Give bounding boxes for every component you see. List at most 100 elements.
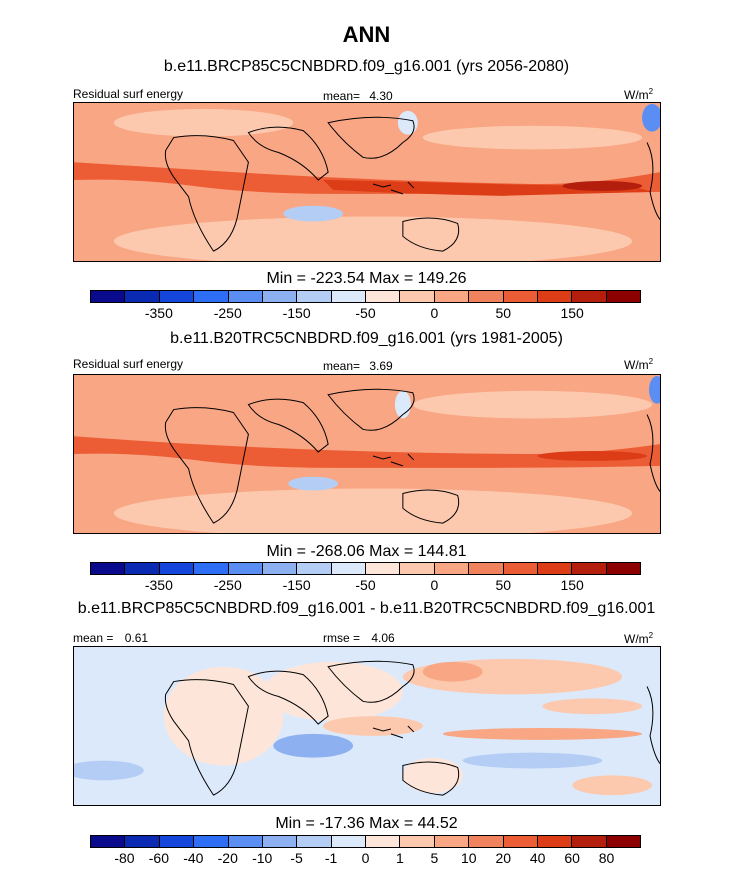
colorbar-cell	[434, 563, 470, 574]
panel2-mean-value: 3.69	[369, 359, 393, 373]
colorbar-cell	[194, 836, 229, 847]
panel3-mean-text: mean =	[73, 631, 114, 645]
colorbar-tick-label: -50	[355, 577, 376, 593]
colorbar-cell	[469, 563, 504, 574]
colorbar-cell	[297, 563, 332, 574]
colorbar-cell	[366, 563, 401, 574]
colorbar-cell	[469, 291, 504, 302]
colorbar-tick-label: -40	[183, 850, 204, 866]
colorbar-tick-label: -150	[282, 577, 311, 593]
panel1-mean-label: mean= 4.30	[323, 89, 393, 103]
colorbar-cell	[400, 291, 435, 302]
colorbar-cell	[228, 836, 263, 847]
panel2-min-max: Min = -268.06 Max = 144.81	[266, 543, 467, 560]
panel3-colorbar-ticks: -80 -60 -40 -20 -10 -5 -1 0 1 5 10 20 40 60 80	[90, 850, 641, 868]
panel1-units: W/m2	[624, 87, 654, 102]
colorbar-cell	[262, 291, 298, 302]
colorbar-tick-label: 150	[560, 305, 584, 321]
colorbar-cell	[91, 291, 126, 302]
panel2-left-label: Residual surf energy	[73, 357, 184, 371]
colorbar-tick-label: 1	[396, 850, 404, 866]
colorbar-cell	[366, 291, 401, 302]
colorbar-cell	[125, 291, 160, 302]
panel3-map	[73, 646, 661, 806]
colorbar-cell	[606, 563, 640, 574]
panel1-title: b.e11.BRCP85C5CNBDRD.f09_g16.001 (yrs 20…	[163, 58, 570, 75]
colorbar-cell	[331, 563, 366, 574]
colorbar-tick-label: 150	[560, 577, 584, 593]
panel1-colorbar	[90, 290, 641, 303]
figure-title: ANN	[342, 22, 391, 47]
colorbar-cell	[400, 836, 435, 847]
colorbar-cell	[503, 291, 538, 302]
colorbar-tick-label: -1	[324, 850, 338, 866]
panel2-title: b.e11.B20TRC5CNBDRD.f09_g16.001 (yrs 198…	[170, 330, 563, 347]
panel2-map	[73, 374, 661, 534]
colorbar-cell	[537, 291, 573, 302]
colorbar-cell	[125, 563, 160, 574]
panel3-rmse-label: rmse = 4.06	[323, 631, 395, 645]
colorbar-tick-label: 20	[495, 850, 512, 866]
panel3-title: b.e11.BRCP85C5CNBDRD.f09_g16.001 - b.e11…	[77, 600, 656, 617]
colorbar-cell	[366, 836, 401, 847]
colorbar-tick-label: 40	[529, 850, 546, 866]
colorbar-tick-label: 0	[430, 305, 439, 321]
world-map-contour-icon	[74, 375, 660, 533]
panel1-min-max: Min = -223.54 Max = 149.26	[266, 270, 467, 287]
colorbar-tick-label: 10	[461, 850, 477, 866]
colorbar-cell	[572, 563, 607, 574]
colorbar-cell	[537, 836, 573, 847]
colorbar-tick-label: 0	[430, 577, 439, 593]
colorbar-cell	[331, 836, 366, 847]
colorbar-cell	[297, 836, 332, 847]
panel2-mean-label: mean= 3.69	[323, 359, 393, 373]
colorbar-cell	[262, 563, 298, 574]
colorbar-tick-label: 80	[598, 850, 615, 866]
colorbar-cell	[194, 563, 229, 574]
colorbar-cell	[228, 563, 263, 574]
panel3-rmse-value: 4.06	[371, 631, 395, 645]
colorbar-tick-label: -60	[148, 850, 169, 866]
colorbar-cell	[194, 291, 229, 302]
colorbar-cell	[125, 836, 160, 847]
panel3-rmse-text: rmse =	[323, 631, 361, 645]
colorbar-tick-label: -350	[144, 577, 173, 593]
colorbar-cell	[91, 563, 126, 574]
colorbar-tick-label: 0	[361, 850, 370, 866]
colorbar-cell	[297, 291, 332, 302]
panel3-mean-label: mean = 0.61	[73, 631, 148, 645]
colorbar-tick-label: 5	[430, 850, 439, 866]
colorbar-cell	[228, 291, 263, 302]
colorbar-cell	[572, 291, 607, 302]
colorbar-tick-label: -80	[114, 850, 135, 866]
colorbar-cell	[434, 836, 470, 847]
colorbar-cell	[400, 563, 435, 574]
colorbar-tick-label: 50	[495, 577, 512, 593]
colorbar-tick-label: -350	[144, 305, 173, 321]
colorbar-tick-label: -150	[282, 305, 311, 321]
panel1-map	[73, 102, 661, 262]
colorbar-tick-label: -250	[213, 577, 242, 593]
colorbar-cell	[606, 836, 640, 847]
panel2-units: W/m2	[624, 357, 654, 372]
panel1-mean-text: mean=	[323, 89, 361, 103]
panel3-min-max: Min = -17.36 Max = 44.52	[275, 815, 458, 832]
panel3-mean-value: 0.61	[124, 631, 149, 645]
colorbar-cell	[159, 563, 195, 574]
colorbar-cell	[159, 836, 195, 847]
panel2-mean-text: mean=	[323, 359, 361, 373]
panel3-units: W/m2	[624, 631, 654, 646]
colorbar-tick-label: -50	[355, 305, 376, 321]
colorbar-tick-label: -5	[290, 850, 303, 866]
colorbar-tick-label: -10	[252, 850, 273, 866]
colorbar-cell	[469, 836, 504, 847]
colorbar-cell	[159, 291, 195, 302]
colorbar-cell	[262, 836, 298, 847]
colorbar-cell	[606, 291, 640, 302]
colorbar-cell	[434, 291, 470, 302]
panel1-mean-value: 4.30	[369, 89, 393, 103]
world-map-contour-icon	[74, 647, 660, 805]
panel1-left-label: Residual surf energy	[73, 87, 184, 101]
colorbar-cell	[503, 836, 538, 847]
colorbar-cell	[91, 836, 126, 847]
